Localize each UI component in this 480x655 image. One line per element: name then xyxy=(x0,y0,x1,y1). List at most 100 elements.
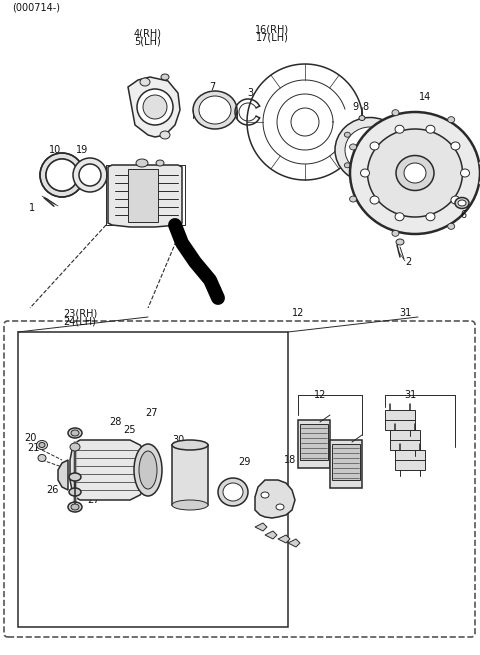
Text: 31: 31 xyxy=(399,308,411,318)
Ellipse shape xyxy=(39,443,45,447)
Ellipse shape xyxy=(46,159,78,191)
Ellipse shape xyxy=(143,95,167,119)
Ellipse shape xyxy=(370,196,379,204)
Ellipse shape xyxy=(156,160,164,166)
Bar xyxy=(18,332,288,627)
Ellipse shape xyxy=(79,164,101,186)
Text: 12: 12 xyxy=(292,308,304,318)
Ellipse shape xyxy=(479,160,480,166)
Ellipse shape xyxy=(68,502,82,512)
Text: 17(LH): 17(LH) xyxy=(255,33,288,43)
Ellipse shape xyxy=(396,155,434,191)
Text: 7: 7 xyxy=(209,82,215,92)
Ellipse shape xyxy=(451,196,460,204)
Ellipse shape xyxy=(460,169,469,177)
Text: 16(RH): 16(RH) xyxy=(255,24,289,34)
Polygon shape xyxy=(278,535,290,543)
Ellipse shape xyxy=(46,159,78,191)
Ellipse shape xyxy=(359,115,365,121)
Polygon shape xyxy=(128,77,180,137)
Ellipse shape xyxy=(360,169,370,177)
Polygon shape xyxy=(300,424,328,460)
Text: 12: 12 xyxy=(314,390,326,400)
Ellipse shape xyxy=(71,430,79,436)
Text: 31: 31 xyxy=(404,390,416,400)
Ellipse shape xyxy=(448,223,455,229)
Text: 21: 21 xyxy=(27,443,39,453)
Polygon shape xyxy=(385,410,415,430)
Ellipse shape xyxy=(358,139,382,161)
Ellipse shape xyxy=(350,112,480,234)
Text: 4(RH): 4(RH) xyxy=(134,28,162,38)
Ellipse shape xyxy=(139,451,157,489)
Text: 27: 27 xyxy=(87,495,99,505)
Ellipse shape xyxy=(68,428,82,438)
Text: 9: 9 xyxy=(352,102,358,112)
Ellipse shape xyxy=(291,108,319,136)
Ellipse shape xyxy=(40,153,84,197)
Ellipse shape xyxy=(223,483,243,501)
Text: 19: 19 xyxy=(76,145,88,155)
Ellipse shape xyxy=(161,74,169,80)
Ellipse shape xyxy=(344,163,350,168)
Ellipse shape xyxy=(38,455,46,462)
Ellipse shape xyxy=(261,492,269,498)
Text: 1: 1 xyxy=(29,203,35,213)
Ellipse shape xyxy=(136,159,148,167)
Ellipse shape xyxy=(395,147,401,153)
Text: 26: 26 xyxy=(46,485,58,495)
Ellipse shape xyxy=(140,78,150,86)
Polygon shape xyxy=(255,523,267,531)
Ellipse shape xyxy=(395,213,404,221)
Polygon shape xyxy=(108,165,182,227)
Text: 10: 10 xyxy=(49,145,61,155)
Ellipse shape xyxy=(69,473,81,481)
Polygon shape xyxy=(298,420,330,468)
Ellipse shape xyxy=(344,132,350,137)
Polygon shape xyxy=(330,440,362,488)
Ellipse shape xyxy=(349,144,357,150)
Text: 6: 6 xyxy=(460,210,466,220)
Bar xyxy=(128,169,158,222)
Ellipse shape xyxy=(448,117,455,122)
Ellipse shape xyxy=(70,443,80,451)
Text: 14: 14 xyxy=(419,92,431,102)
FancyBboxPatch shape xyxy=(4,321,475,637)
Ellipse shape xyxy=(172,500,208,510)
Ellipse shape xyxy=(137,89,173,125)
Ellipse shape xyxy=(36,441,48,449)
Ellipse shape xyxy=(345,127,395,173)
Ellipse shape xyxy=(368,129,463,217)
Text: 30: 30 xyxy=(172,435,184,445)
Text: 3: 3 xyxy=(247,88,253,98)
Ellipse shape xyxy=(392,231,399,236)
Text: 27: 27 xyxy=(146,408,158,418)
Ellipse shape xyxy=(426,125,435,133)
Polygon shape xyxy=(58,460,68,490)
Ellipse shape xyxy=(218,478,248,506)
Polygon shape xyxy=(265,531,277,539)
Ellipse shape xyxy=(370,142,379,150)
Text: (000714-): (000714-) xyxy=(12,2,60,12)
Polygon shape xyxy=(255,480,295,518)
Text: 28: 28 xyxy=(109,417,121,427)
Ellipse shape xyxy=(396,239,404,245)
Text: 29: 29 xyxy=(238,457,250,467)
Ellipse shape xyxy=(134,444,162,496)
Text: 8: 8 xyxy=(362,102,368,112)
Polygon shape xyxy=(390,430,420,450)
Text: 18: 18 xyxy=(284,455,296,465)
Text: 5(LH): 5(LH) xyxy=(134,37,161,47)
Text: 2: 2 xyxy=(405,257,411,267)
Polygon shape xyxy=(332,444,360,480)
Ellipse shape xyxy=(455,198,469,208)
Ellipse shape xyxy=(479,180,480,186)
Polygon shape xyxy=(395,450,425,470)
Polygon shape xyxy=(288,539,300,547)
Text: 24(LH): 24(LH) xyxy=(63,316,96,326)
Text: 20: 20 xyxy=(24,433,36,443)
Text: 23(RH): 23(RH) xyxy=(63,308,97,318)
Polygon shape xyxy=(70,440,150,500)
Ellipse shape xyxy=(458,200,466,206)
Ellipse shape xyxy=(376,122,382,128)
